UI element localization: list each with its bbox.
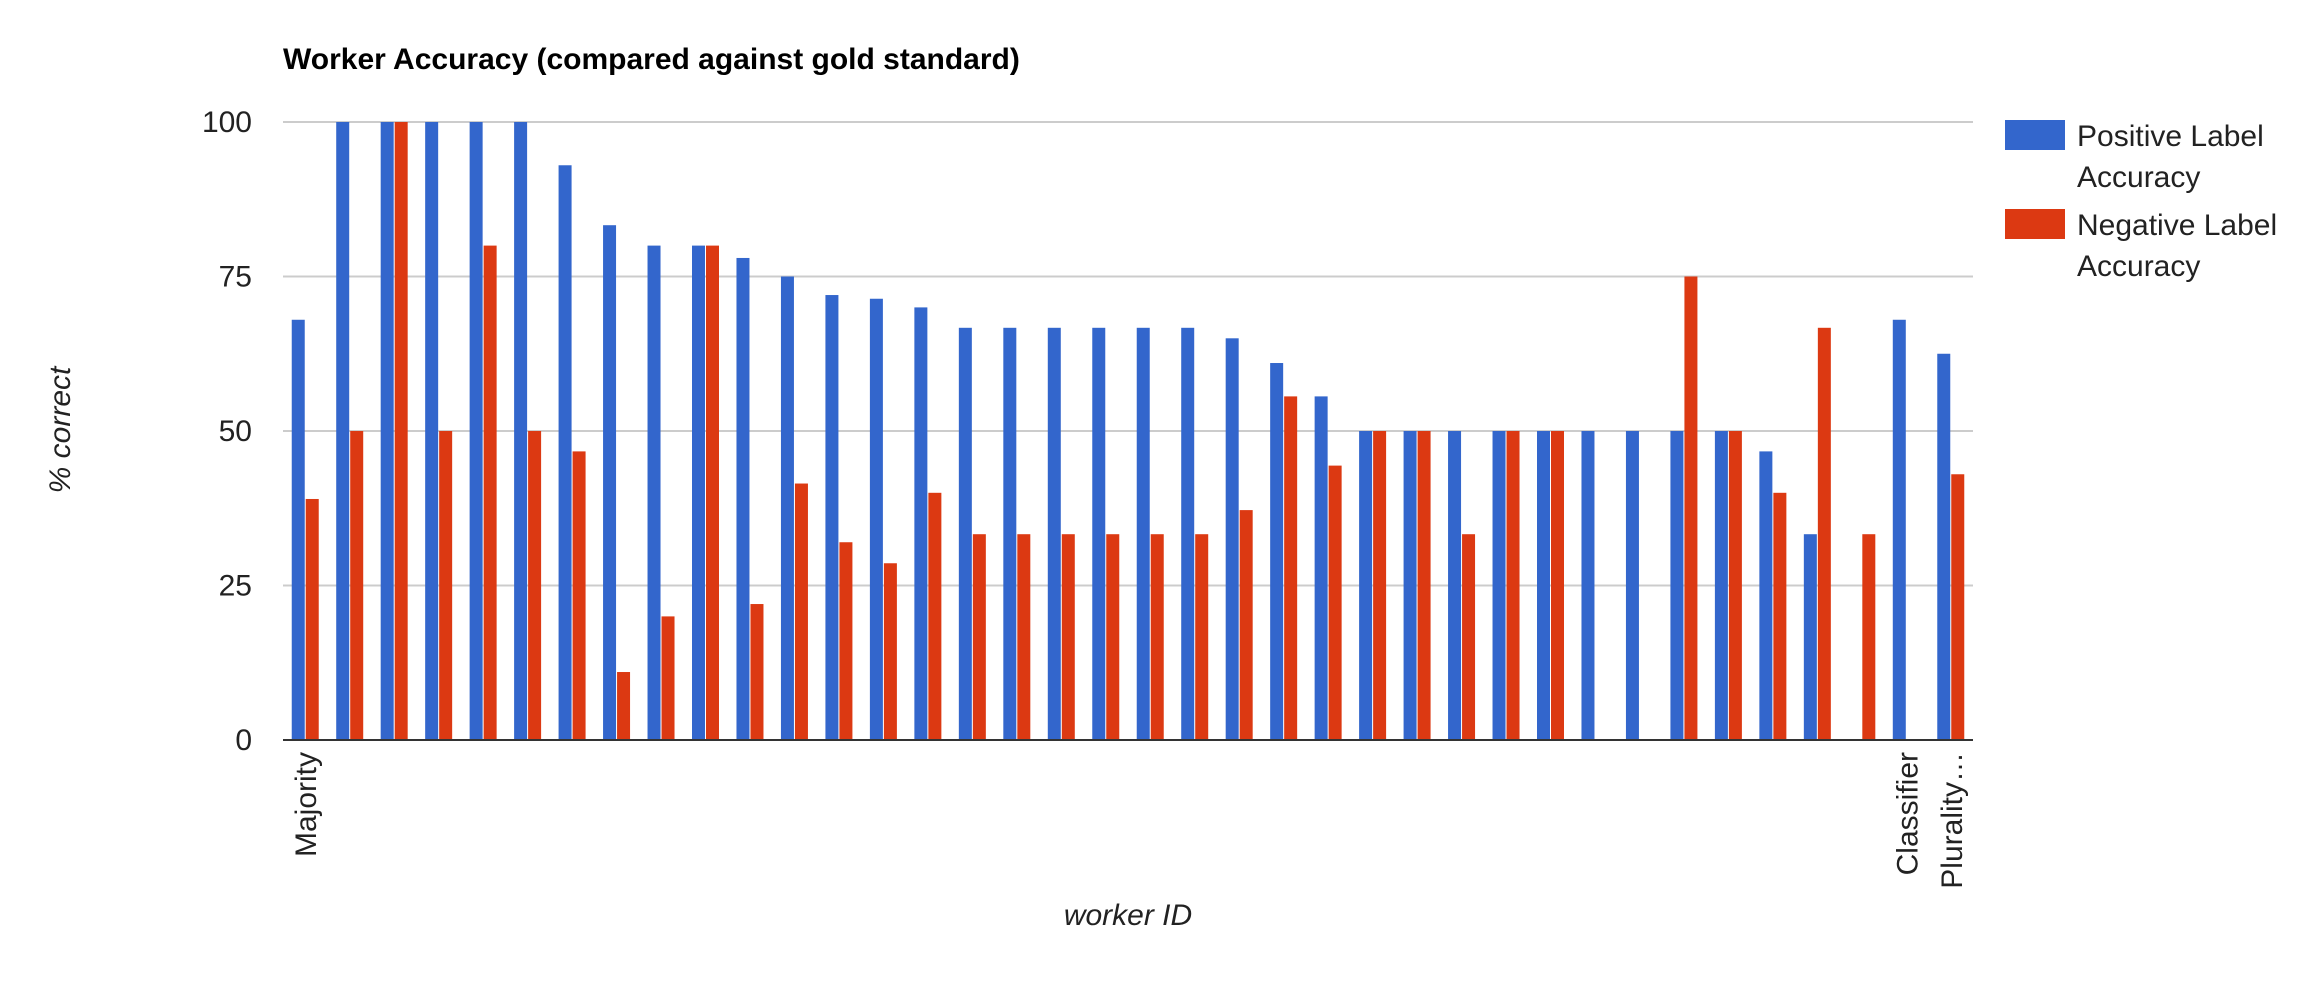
x-axis-title: worker ID	[1064, 899, 1192, 932]
bar-positive	[1892, 319, 1906, 740]
bar-positive	[1937, 353, 1951, 740]
bar-negative	[1328, 465, 1342, 740]
bar-positive	[1537, 431, 1550, 740]
bar-negative	[394, 122, 408, 740]
bar-negative	[1106, 534, 1120, 740]
bar-positive	[647, 245, 661, 740]
bar-positive	[380, 122, 394, 740]
legend-label-negative: Negative Label	[2077, 209, 2277, 242]
bar-positive	[469, 122, 483, 740]
y-axis-title: % correct	[44, 365, 77, 493]
bar-negative	[1017, 534, 1031, 740]
bar-negative	[439, 431, 453, 740]
bar-positive	[958, 327, 972, 740]
bar-negative	[1417, 431, 1431, 740]
chart-title: Worker Accuracy (compared against gold s…	[283, 43, 1020, 76]
bar-negative	[1284, 396, 1298, 740]
x-tick-label: Classifier	[1891, 752, 1924, 875]
legend-swatch-positive	[2005, 120, 2065, 150]
bar-negative	[1817, 327, 1831, 740]
y-tick-label: 0	[235, 724, 252, 757]
bar-negative	[928, 492, 942, 740]
bar-negative	[528, 431, 542, 740]
bar-negative	[972, 534, 986, 740]
bar-positive	[1092, 327, 1106, 740]
bar-positive	[1759, 451, 1773, 740]
bar-negative	[1150, 534, 1164, 740]
bar-positive	[692, 245, 705, 740]
legend: Positive Label Accuracy Negative Label A…	[2005, 120, 2277, 283]
bar-positive	[425, 122, 439, 740]
bar-positive	[1714, 431, 1728, 740]
y-tick-label: 75	[219, 261, 252, 294]
bar-positive	[291, 319, 305, 740]
bar-positive	[558, 165, 572, 740]
bar-positive	[1492, 431, 1506, 740]
bar-negative	[839, 542, 853, 740]
bar-positive	[1047, 327, 1061, 740]
legend-swatch-negative	[2005, 209, 2065, 239]
y-axis-ticks: 0 25 50 75 100	[202, 106, 252, 757]
legend-label-positive-line2: Accuracy	[2077, 161, 2200, 194]
bar-negative	[1684, 276, 1698, 740]
bar-positive	[869, 298, 883, 740]
bar-positive	[1448, 431, 1462, 740]
x-tick-label: Majority	[290, 752, 323, 857]
bar-negative	[305, 498, 319, 740]
legend-label-positive: Positive Label	[2077, 120, 2264, 153]
y-tick-label: 25	[219, 570, 252, 603]
bar-negative	[1951, 474, 1965, 740]
bar-negative	[1551, 431, 1564, 740]
bar-negative	[350, 431, 364, 740]
bar-negative	[883, 563, 897, 740]
bar-negative	[1506, 431, 1520, 740]
bar-positive	[1314, 396, 1328, 740]
bar-negative	[661, 616, 675, 740]
bar-negative	[1862, 534, 1876, 740]
y-tick-label: 50	[219, 415, 252, 448]
bar-positive	[1136, 327, 1150, 740]
bar-negative	[750, 604, 764, 740]
bar-positive	[1403, 431, 1417, 740]
bar-positive	[780, 276, 794, 740]
bar-positive	[1670, 431, 1684, 740]
bar-negative	[1462, 534, 1476, 740]
bar-negative	[572, 451, 586, 740]
legend-label-negative-line2: Accuracy	[2077, 250, 2200, 283]
bar-positive	[914, 307, 928, 740]
bar-negative	[1373, 431, 1387, 740]
bar-positive	[1003, 327, 1017, 740]
bar-negative	[617, 672, 631, 740]
bar-positive	[1581, 431, 1595, 740]
bar-negative	[1773, 492, 1787, 740]
x-tick-label: Plurality…	[1936, 752, 1969, 889]
bar-positive	[825, 295, 839, 740]
bar-negative	[794, 483, 808, 740]
bar-positive	[603, 225, 617, 740]
bar-positive	[1803, 534, 1817, 740]
bar-negative	[1195, 534, 1209, 740]
x-axis-category-labels: Majority Classifier Plurality…	[290, 752, 1969, 889]
bar-negative	[706, 245, 719, 740]
bar-negative	[1061, 534, 1075, 740]
bar-positive	[1625, 431, 1639, 740]
bar-positive	[514, 122, 528, 740]
bar-negative	[1239, 510, 1253, 740]
bar-positive	[336, 122, 350, 740]
bar-positive	[736, 257, 750, 740]
bar-positive	[1225, 338, 1239, 740]
bar-negative	[1728, 431, 1742, 740]
bar-positive	[1270, 363, 1284, 740]
bar-negative	[483, 245, 497, 740]
bar-positive	[1181, 327, 1195, 740]
bars	[291, 122, 1965, 740]
y-tick-label: 100	[202, 106, 252, 139]
bar-positive	[1359, 431, 1373, 740]
